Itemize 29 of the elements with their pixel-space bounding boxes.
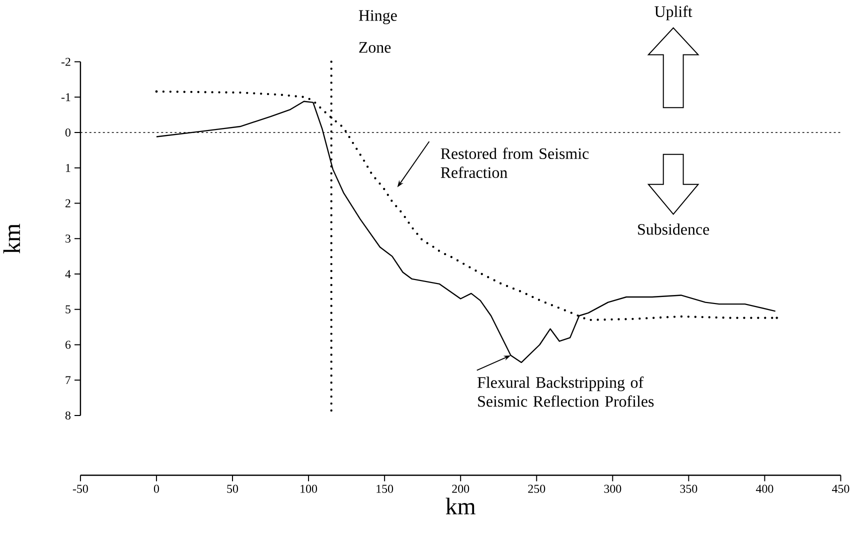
y-tick-label: 4 xyxy=(65,270,71,278)
y-tick-label: 5 xyxy=(66,305,70,314)
y-tick-label: 6 xyxy=(65,340,71,349)
x-tick-label: 200 xyxy=(452,484,470,493)
x-axis-title: km xyxy=(446,498,476,514)
ref-line-label: Hinge Zone xyxy=(358,10,397,53)
x-tick-label: 0 xyxy=(154,484,160,493)
x-tick-label: 50 xyxy=(227,484,238,493)
y-tick-label: 8 xyxy=(65,411,70,420)
annotation: Restored from Seismic Refraction xyxy=(440,148,589,178)
y-axis-title: km xyxy=(3,224,20,254)
x-tick-label: 250 xyxy=(528,484,546,493)
x-tick-label: 300 xyxy=(604,484,622,493)
annotation: Subsidence xyxy=(638,224,710,235)
y-tick-label: 3 xyxy=(66,234,70,243)
x-tick-label: 350 xyxy=(680,484,698,493)
y-tick-label: 0 xyxy=(65,128,70,137)
annotation: Flexural Backstripping of Seismic Reflection Profiles xyxy=(478,376,654,407)
y-tick-label: 2 xyxy=(66,199,70,208)
x-tick-label: 450 xyxy=(832,484,850,493)
y-tick-label: -2 xyxy=(61,58,70,66)
x-tick-label: 150 xyxy=(376,484,394,493)
y-tick-label: -1 xyxy=(61,93,70,102)
text: Uplift xyxy=(654,6,692,20)
y-tick-label: 7 xyxy=(66,376,71,384)
x-tick-label: -50 xyxy=(72,484,88,493)
x-tick-label: 100 xyxy=(300,484,318,493)
y-tick-label: 1 xyxy=(66,164,70,172)
x-tick-label: 400 xyxy=(756,484,774,493)
